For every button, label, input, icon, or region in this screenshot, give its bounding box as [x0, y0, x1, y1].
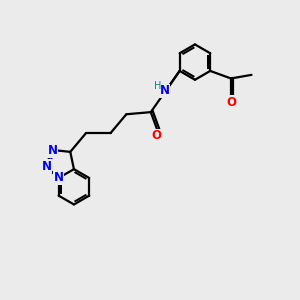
Text: H: H	[154, 81, 162, 91]
Text: O: O	[226, 96, 236, 109]
Text: N: N	[48, 145, 58, 158]
Text: N: N	[160, 84, 170, 97]
Text: O: O	[151, 130, 161, 142]
Text: N: N	[41, 160, 52, 173]
Text: N: N	[54, 172, 64, 184]
